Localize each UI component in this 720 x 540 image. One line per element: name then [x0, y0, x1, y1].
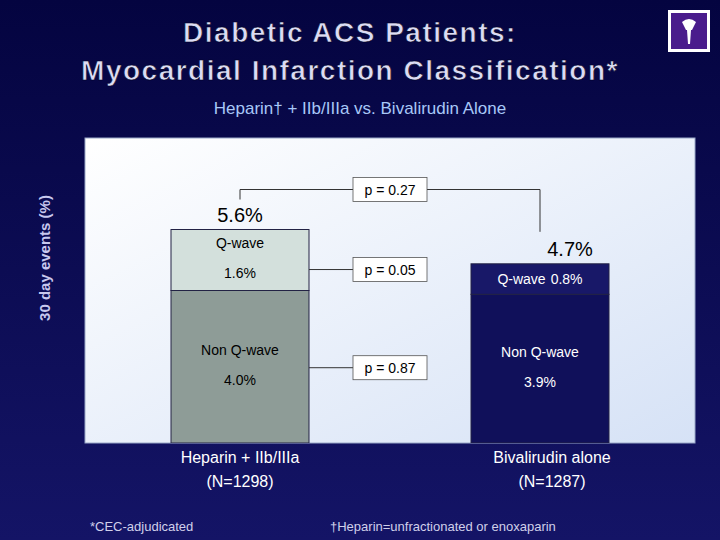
p-value-box — [353, 356, 427, 380]
footnote: †Heparin=unfractionated or enoxaparin — [330, 519, 556, 534]
total-label: 4.7% — [547, 238, 593, 260]
p-value: p = 0.05 — [365, 262, 416, 278]
data-label: 1.6% — [224, 265, 256, 281]
bar-segment — [471, 264, 609, 295]
p-connector — [309, 269, 353, 270]
plot-frame — [85, 138, 695, 443]
category-label: Bivalirudin alone — [493, 449, 611, 466]
logo — [671, 13, 707, 49]
subtitle: Heparin† + IIb/IIIa vs. Bivalirudin Alon… — [214, 99, 506, 118]
p-connector — [309, 367, 353, 368]
bar-segment — [471, 294, 609, 443]
logo-frame — [668, 10, 710, 52]
background — [0, 0, 720, 540]
segment-name: Q-wave — [216, 235, 264, 251]
p-value: p = 0.87 — [365, 360, 416, 376]
chart-root: Diabetic ACS Patients: Myocardial Infarct… — [0, 0, 720, 540]
bar-segment — [171, 291, 309, 444]
bars — [171, 230, 609, 444]
segment-name: Non Q-wave — [501, 344, 579, 360]
segment-name: Q-wave — [497, 271, 545, 287]
segment-name: Non Q-wave — [201, 342, 279, 358]
p-value: p = 0.27 — [365, 182, 416, 198]
data-label: 0.8% — [551, 271, 583, 287]
p-value-box — [353, 258, 427, 282]
data-label: 4.0% — [224, 372, 256, 388]
category-label: (N=1298) — [206, 473, 273, 490]
data-label: 3.9% — [524, 374, 556, 390]
title: Diabetic ACS Patients: — [183, 17, 517, 48]
y-axis-label: 30 day events (%) — [36, 195, 53, 321]
category-label: (N=1287) — [518, 473, 585, 490]
segment-label: Q-wave 0.8% — [497, 271, 582, 287]
p-value-box — [353, 178, 427, 202]
labels: Non Q-wave 4.0% Non Q-wave 3.9% Q-wave 1.6% Q-… — [201, 178, 593, 390]
bar-segment — [171, 230, 309, 291]
footnote: *CEC-adjudicated — [90, 519, 193, 534]
category-label: Heparin + IIb/IIIa — [181, 449, 300, 466]
total-label: 5.6% — [217, 204, 263, 226]
title: Myocardial Infarction Classification* — [81, 55, 619, 86]
logo-torch — [682, 19, 696, 44]
